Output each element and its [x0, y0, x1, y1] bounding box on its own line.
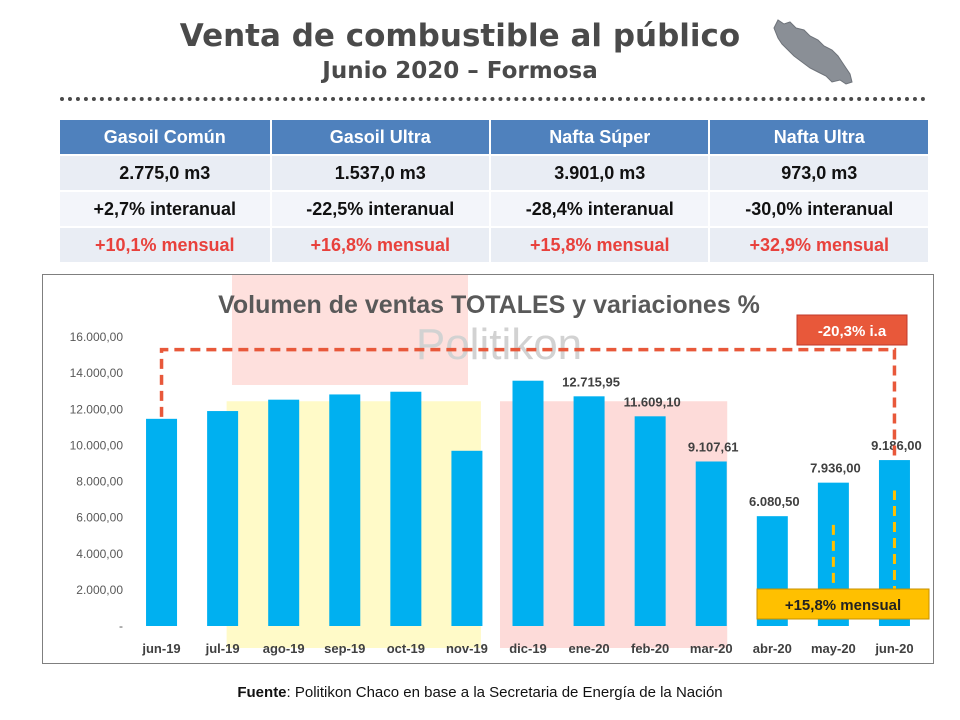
bar	[512, 380, 544, 626]
y-tick-label: 16.000,00	[70, 330, 124, 344]
formosa-map-icon	[773, 19, 853, 85]
volume-cell: 3.901,0 m3	[491, 156, 709, 190]
interanual-badge-label: -20,3% i.a	[818, 323, 887, 340]
volume-cell: 2.775,0 m3	[60, 156, 270, 190]
mensual-badge-label: +15,8% mensual	[785, 597, 901, 614]
bar	[634, 416, 666, 626]
x-tick-label: jun-19	[141, 641, 180, 656]
bar	[268, 399, 300, 626]
page-subtitle: Junio 2020 – Formosa	[322, 58, 598, 84]
header-nafta-super: Nafta Súper	[491, 120, 709, 154]
x-tick-label: ene-20	[568, 641, 609, 656]
y-tick-label: -	[119, 619, 123, 633]
bar	[695, 461, 727, 626]
source-label: Fuente	[237, 684, 287, 701]
x-tick-label: oct-19	[387, 641, 425, 656]
mensual-cell: +15,8% mensual	[491, 228, 709, 262]
source-note: Fuente: Politikon Chaco en base a la Sec…	[0, 684, 960, 701]
y-tick-label: 12.000,00	[70, 402, 124, 416]
y-tick-label: 14.000,00	[70, 366, 124, 380]
header-gasoil-comun: Gasoil Común	[60, 120, 270, 154]
y-tick-label: 2.000,00	[76, 583, 123, 597]
y-tick-label: 8.000,00	[76, 475, 123, 489]
interanual-cell: -22,5% interanual	[271, 192, 489, 226]
header-gasoil-ultra: Gasoil Ultra	[271, 120, 489, 154]
page-title: Venta de combustible al público	[179, 18, 741, 54]
x-tick-label: sep-19	[324, 641, 365, 656]
y-tick-label: 10.000,00	[70, 438, 124, 452]
interanual-badge	[796, 314, 908, 346]
source-text: : Politikon Chaco en base a la Secretari…	[286, 684, 723, 701]
bar	[390, 391, 422, 626]
data-label: 6.080,50	[749, 494, 800, 509]
bar	[329, 394, 361, 626]
volume-cell: 973,0 m3	[710, 156, 928, 190]
y-tick-label: 6.000,00	[76, 511, 123, 525]
x-tick-label: ago-19	[263, 641, 305, 656]
x-tick-label: jun-20	[874, 641, 913, 656]
chart-title: Volumen de ventas TOTALES y variaciones …	[218, 291, 760, 319]
bar	[146, 418, 178, 626]
mensual-cell: +32,9% mensual	[710, 228, 928, 262]
interanual-cell: -28,4% interanual	[491, 192, 709, 226]
x-tick-label: may-20	[811, 641, 856, 656]
y-tick-label: 4.000,00	[76, 547, 123, 561]
x-tick-label: mar-20	[690, 641, 733, 656]
data-label: 9.107,61	[688, 439, 739, 454]
interanual-bracket	[159, 347, 897, 459]
volume-row: 2.775,0 m3 1.537,0 m3 3.901,0 m3 973,0 m…	[60, 156, 928, 190]
x-tick-label: nov-19	[446, 641, 488, 656]
mensual-cell: +10,1% mensual	[60, 228, 270, 262]
mensual-row: +10,1% mensual +16,8% mensual +15,8% men…	[60, 228, 928, 262]
x-tick-label: feb-20	[631, 641, 669, 656]
header-divider	[60, 97, 926, 101]
x-tick-label: dic-19	[509, 641, 547, 656]
watermark-logo-block	[232, 275, 468, 385]
watermark-text: Politikon	[416, 320, 582, 369]
data-label: 12.715,95	[562, 374, 620, 389]
interanual-cell: +2,7% interanual	[60, 192, 270, 226]
header-nafta-ultra: Nafta Ultra	[710, 120, 928, 154]
x-tick-label: abr-20	[753, 641, 792, 656]
bar	[573, 396, 605, 626]
volume-cell: 1.537,0 m3	[271, 156, 489, 190]
mensual-cell: +16,8% mensual	[271, 228, 489, 262]
interanual-row: +2,7% interanual -22,5% interanual -28,4…	[60, 192, 928, 226]
chart-container: Politikon Volumen de ventas TOTALES y var…	[42, 274, 934, 664]
data-label: 9.186,00	[871, 438, 922, 453]
data-label: 7.936,00	[810, 461, 861, 476]
x-tick-label: jul-19	[205, 641, 240, 656]
summary-header-row: Gasoil Común Gasoil Ultra Nafta Súper Na…	[60, 120, 928, 154]
summary-table: Gasoil Común Gasoil Ultra Nafta Súper Na…	[58, 118, 930, 264]
mensual-badge	[756, 588, 930, 620]
bar	[207, 411, 239, 626]
data-label: 11.609,10	[624, 394, 681, 409]
bar	[451, 450, 483, 626]
interanual-cell: -30,0% interanual	[710, 192, 928, 226]
